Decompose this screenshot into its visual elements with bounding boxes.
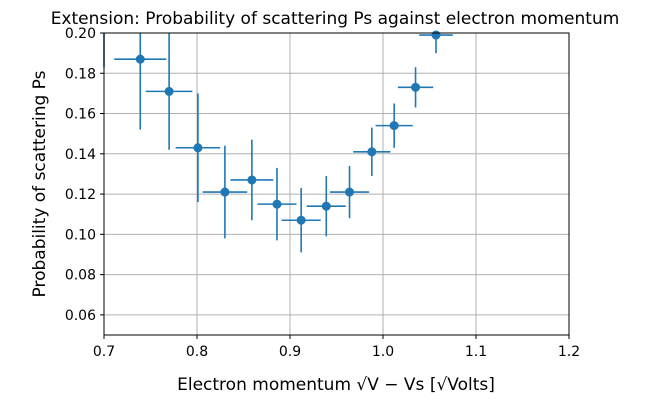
x-tick-label: 1.1 [465,344,487,360]
y-tick-label: 0.18 [65,66,96,82]
data-point [389,121,399,131]
data-point [135,54,145,64]
data-point [272,199,282,209]
data-point [164,86,174,96]
data-point [345,187,355,197]
data-point [411,82,421,92]
x-tick-label: 0.8 [186,344,208,360]
y-tick-label: 0.06 [65,308,96,324]
data-point [367,147,377,157]
data-point [193,143,203,153]
x-tick-label: 0.9 [279,344,301,360]
x-axis-label: Electron momentum √V − Vs [√Volts] [177,375,495,395]
y-tick-label: 0.16 [65,107,96,123]
data-point [220,187,230,197]
error-bars [103,33,453,253]
data-point [321,201,331,211]
y-axis-label: Probability of scattering Ps [30,70,50,297]
plot-frame [103,32,570,336]
chart-title: Extension: Probability of scattering Ps … [51,9,620,29]
y-tick-label: 0.10 [65,227,96,243]
data-point [296,215,306,225]
grid [103,32,570,335]
y-tick-label: 0.08 [65,268,96,284]
x-tick-label: 1.0 [372,344,394,360]
data-points [135,30,441,225]
x-tick-label: 1.2 [558,344,580,360]
x-ticks: 0.7 0.8 0.9 1.0 1.1 1.2 [93,335,580,360]
data-point [431,30,441,40]
y-tick-label: 0.12 [65,187,96,203]
y-tick-label: 0.14 [65,147,96,163]
data-point [247,175,257,185]
y-ticks: 0.06 0.08 0.10 0.12 0.14 0.16 0.18 0.20 [65,26,104,324]
y-tick-label: 0.20 [65,26,96,42]
x-tick-label: 0.7 [93,344,115,360]
